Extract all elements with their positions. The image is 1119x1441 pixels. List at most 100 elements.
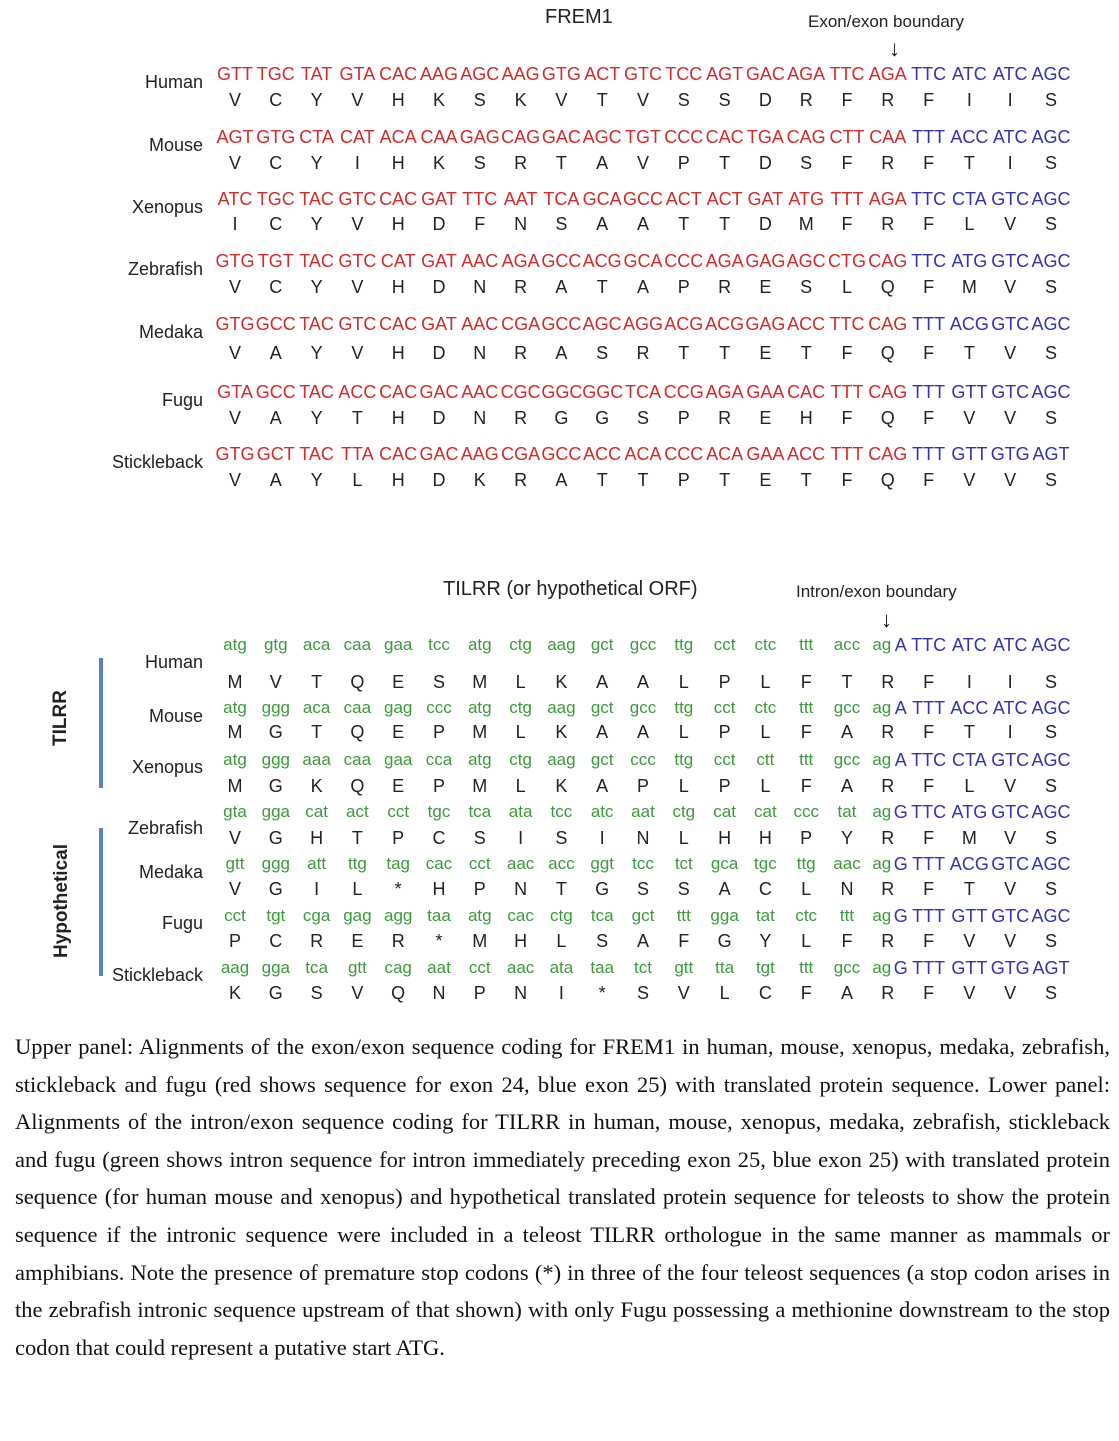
amino-acid: D <box>758 90 772 110</box>
amino-acid: V <box>1004 776 1017 796</box>
amino-acid: R <box>514 277 528 297</box>
amino-acid: K <box>555 776 568 796</box>
amino-acid: T <box>555 879 567 899</box>
codon: ccc <box>793 802 819 821</box>
amino-acid: A <box>269 343 282 363</box>
amino-acid: T <box>678 214 690 234</box>
amino-acid: S <box>1044 776 1057 796</box>
amino-acid: E <box>759 408 772 428</box>
amino-acid: M <box>472 776 488 796</box>
amino-acid: T <box>351 828 363 848</box>
codon: ATG <box>951 251 988 271</box>
amino-acid: S <box>1044 343 1057 363</box>
codon: AAC <box>461 382 499 402</box>
amino-acid: F <box>800 722 812 742</box>
amino-acid: V <box>269 672 282 692</box>
amino-acid: F <box>841 931 853 951</box>
amino-acid: T <box>311 672 323 692</box>
codon: caa <box>343 698 372 717</box>
amino-acid: Y <box>310 470 323 490</box>
codon: AAG <box>460 444 499 464</box>
codon: GTC <box>991 906 1030 926</box>
codon: CAG <box>501 127 541 147</box>
figure-caption: Upper panel: Alignments of the exon/exon… <box>15 1034 1110 1360</box>
codon: gct <box>631 906 655 925</box>
codon: ACG <box>705 314 745 334</box>
codon: GCA <box>582 189 622 209</box>
codon: taa <box>427 906 451 925</box>
codon: ttg <box>674 635 694 654</box>
amino-acid: L <box>678 828 689 848</box>
amino-acid: A <box>718 879 731 899</box>
amino-acid: L <box>801 931 812 951</box>
amino-acid: T <box>351 408 363 428</box>
amino-acid: Y <box>310 408 323 428</box>
amino-acid: V <box>351 343 364 363</box>
codon: ctg <box>509 698 532 717</box>
codon: gct <box>590 698 614 717</box>
codon: ggg <box>261 698 290 717</box>
amino-acid: K <box>514 90 527 110</box>
amino-acid: F <box>841 90 853 110</box>
codon: att <box>307 854 327 873</box>
species-label: Stickleback <box>111 452 203 472</box>
codon: ATC <box>992 64 1028 84</box>
codon: cat <box>305 802 328 821</box>
amino-acid: S <box>636 983 649 1003</box>
codon: cga <box>302 906 331 925</box>
codon: ag <box>872 906 892 925</box>
codon: aag <box>547 750 576 769</box>
amino-acid: T <box>596 277 608 297</box>
codon: AGT <box>216 127 254 147</box>
codon: cct <box>713 750 736 769</box>
codon: ACT <box>706 189 743 209</box>
codon: gtt <box>674 958 694 977</box>
codon: ag <box>872 802 892 821</box>
amino-acid: D <box>432 277 446 297</box>
amino-acid: E <box>759 470 772 490</box>
codon: TTC <box>829 64 865 84</box>
codon: TCC <box>665 64 703 84</box>
codon: cct <box>387 802 410 821</box>
codon: GAT <box>421 189 457 209</box>
amino-acid: S <box>1044 983 1057 1003</box>
codon: AGT <box>706 64 744 84</box>
amino-acid: Q <box>391 983 406 1003</box>
codon: ATG <box>951 802 988 822</box>
amino-acid: T <box>719 153 731 173</box>
codon: AGT <box>1032 444 1070 464</box>
codon: ttt <box>799 698 814 717</box>
amino-acid: S <box>677 90 690 110</box>
amino-acid: F <box>841 470 853 490</box>
amino-acid: V <box>963 983 976 1003</box>
species-label: Medaka <box>138 322 203 342</box>
amino-acid: T <box>719 470 731 490</box>
amino-acid: M <box>227 776 243 796</box>
amino-acid: V <box>1004 277 1017 297</box>
codon: ttt <box>799 635 814 654</box>
codon: ttt <box>799 750 814 769</box>
amino-acid: * <box>598 983 606 1003</box>
amino-acid: A <box>555 470 568 490</box>
amino-acid: M <box>472 672 488 692</box>
codon: ttg <box>674 698 694 717</box>
codon: CAC <box>379 314 418 334</box>
codon: GGC <box>582 382 624 402</box>
amino-acid: V <box>351 214 364 234</box>
codon: AGA <box>868 189 907 209</box>
codon: ttt <box>839 906 855 925</box>
amino-acid: F <box>800 983 812 1003</box>
amino-acid: L <box>760 722 771 742</box>
codon: AGC <box>1031 854 1071 874</box>
amino-acid: A <box>596 214 609 234</box>
codon: GCC <box>541 314 582 334</box>
amino-acid: P <box>800 828 813 848</box>
amino-acid: A <box>636 672 649 692</box>
amino-acid: N <box>473 277 487 297</box>
upper-panel-title: FREM1 <box>545 6 613 28</box>
amino-acid: R <box>514 153 528 173</box>
codon: ATG <box>788 189 825 209</box>
amino-acid: M <box>798 214 814 234</box>
amino-acid: F <box>923 153 935 173</box>
codon: TTT <box>912 314 946 334</box>
